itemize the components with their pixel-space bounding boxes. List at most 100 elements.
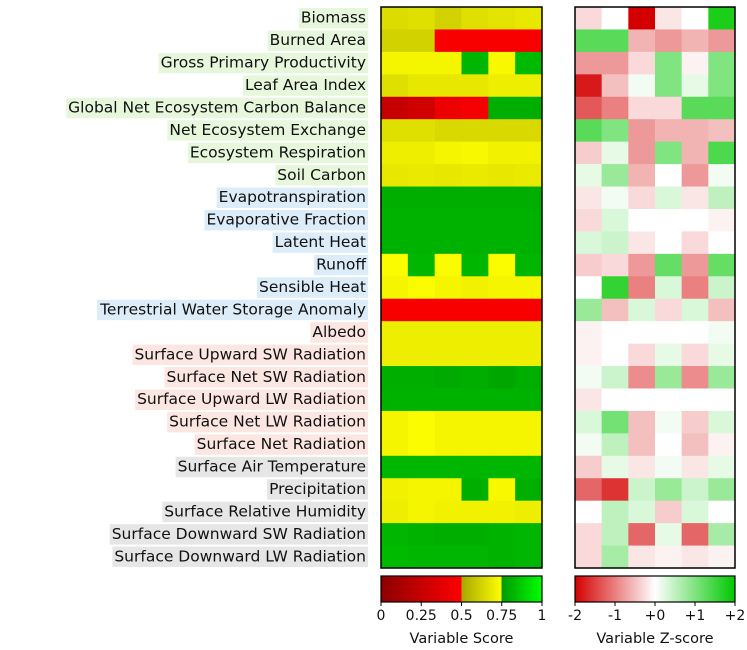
heatmap-cell (575, 186, 603, 210)
heatmap-cell (381, 500, 409, 524)
heatmap-cell (381, 433, 409, 457)
row-label: Surface Downward LW Radiation (114, 547, 366, 565)
heatmap-cell (461, 253, 489, 277)
heatmap-cell (708, 253, 736, 277)
heatmap-cell (515, 51, 543, 75)
heatmap-cell (488, 478, 516, 502)
heatmap-cell (434, 523, 462, 547)
heatmap-cell (601, 186, 629, 210)
heatmap-cell (708, 74, 736, 98)
heatmap-cell (515, 455, 543, 479)
heatmap-cell (575, 366, 603, 389)
label-background (66, 97, 368, 119)
heatmap-cell (601, 96, 629, 120)
heatmap-cell (407, 208, 436, 232)
heatmap-cell (655, 51, 683, 75)
heatmap-cell (407, 74, 436, 98)
heatmap-cell (681, 500, 709, 524)
heatmap-cell (628, 366, 656, 389)
row-label: Terrestrial Water Storage Anomaly (99, 300, 366, 318)
heatmap-cell (601, 478, 629, 502)
heatmap-cell (601, 74, 629, 98)
heatmap-cell (434, 298, 462, 322)
heatmap-cell (601, 253, 629, 277)
heatmap-cell (381, 455, 409, 479)
heatmap-cell (681, 478, 709, 502)
heatmap-cell (681, 51, 709, 75)
colorbar-tick-label: +2 (725, 608, 746, 624)
heatmap-cell (381, 388, 409, 412)
heatmap-cell (628, 410, 656, 434)
heatmap-cell (681, 343, 709, 367)
heatmap-cell (515, 141, 543, 165)
heatmap-cell (515, 343, 543, 367)
heatmap-cell (434, 343, 462, 367)
heatmap-cell (515, 276, 543, 300)
heatmap-cell (708, 7, 736, 30)
heatmap-cell (461, 298, 489, 322)
colorbar-label: Variable Z-score (596, 631, 713, 647)
heatmap-cell (407, 455, 436, 479)
heatmap-cell (655, 74, 683, 98)
heatmap-cell (488, 388, 516, 412)
heatmap-cell (655, 164, 683, 188)
heatmap-cell (575, 343, 603, 367)
heatmap-cell (601, 141, 629, 165)
heatmap-cell (515, 545, 543, 569)
heatmap-cell (407, 343, 436, 367)
heatmap-cell (628, 321, 656, 345)
heatmap-cell (381, 366, 409, 389)
heatmap-cell (655, 298, 683, 322)
heatmap-cell (515, 478, 543, 502)
heatmap-cell (488, 523, 516, 547)
heatmap-cell (601, 455, 629, 479)
heatmap-cell (407, 410, 436, 434)
colorbar-tick-label: 0.25 (406, 608, 437, 624)
heatmap-cell (381, 410, 409, 434)
heatmap-cell (708, 231, 736, 255)
heatmap-cell (601, 208, 629, 232)
row-label: Surface Air Temperature (178, 458, 366, 476)
heatmap-cell (461, 478, 489, 502)
heatmap-cell (708, 478, 736, 502)
label-background (257, 277, 368, 298)
heatmap-cell (515, 523, 543, 547)
heatmap-cell (461, 455, 489, 479)
heatmap-cell (708, 29, 736, 53)
label-background (267, 479, 368, 500)
heatmap-cell (655, 366, 683, 389)
row-label: Global Net Ecosystem Carbon Balance (68, 98, 366, 116)
heatmap-cell (628, 51, 656, 75)
heatmap-cell (628, 119, 656, 143)
heatmap-cell (381, 164, 409, 188)
row-label: Latent Heat (275, 233, 366, 251)
heatmap-cell (407, 141, 436, 165)
heatmap-cell (575, 74, 603, 98)
heatmap-cell (381, 545, 409, 569)
heatmap-cell (681, 29, 709, 53)
heatmap-cell (381, 523, 409, 547)
row-label: Surface Upward SW Radiation (134, 345, 366, 363)
heatmap-border (574, 6, 736, 569)
heatmap-cell (575, 321, 603, 345)
heatmap-cell (488, 343, 516, 367)
colorbar-tick-label: 1 (538, 608, 547, 624)
heatmap-cell (655, 208, 683, 232)
heatmap-cell (434, 545, 462, 569)
heatmap-cell (381, 119, 409, 143)
heatmap-cell (601, 321, 629, 345)
heatmap-cell (461, 523, 489, 547)
heatmap-cell (488, 455, 516, 479)
label-background (187, 142, 368, 164)
heatmap-cell (628, 388, 656, 412)
label-background (314, 254, 369, 276)
label-background (167, 120, 368, 141)
heatmap-cell (461, 96, 489, 120)
heatmap-cell (655, 433, 683, 457)
heatmap-cell (515, 231, 543, 255)
heatmap-cell (628, 186, 656, 210)
heatmap-cell (708, 298, 736, 322)
heatmap-cell (628, 500, 656, 524)
heatmap-cell (655, 186, 683, 210)
heatmap-cell (681, 545, 709, 569)
